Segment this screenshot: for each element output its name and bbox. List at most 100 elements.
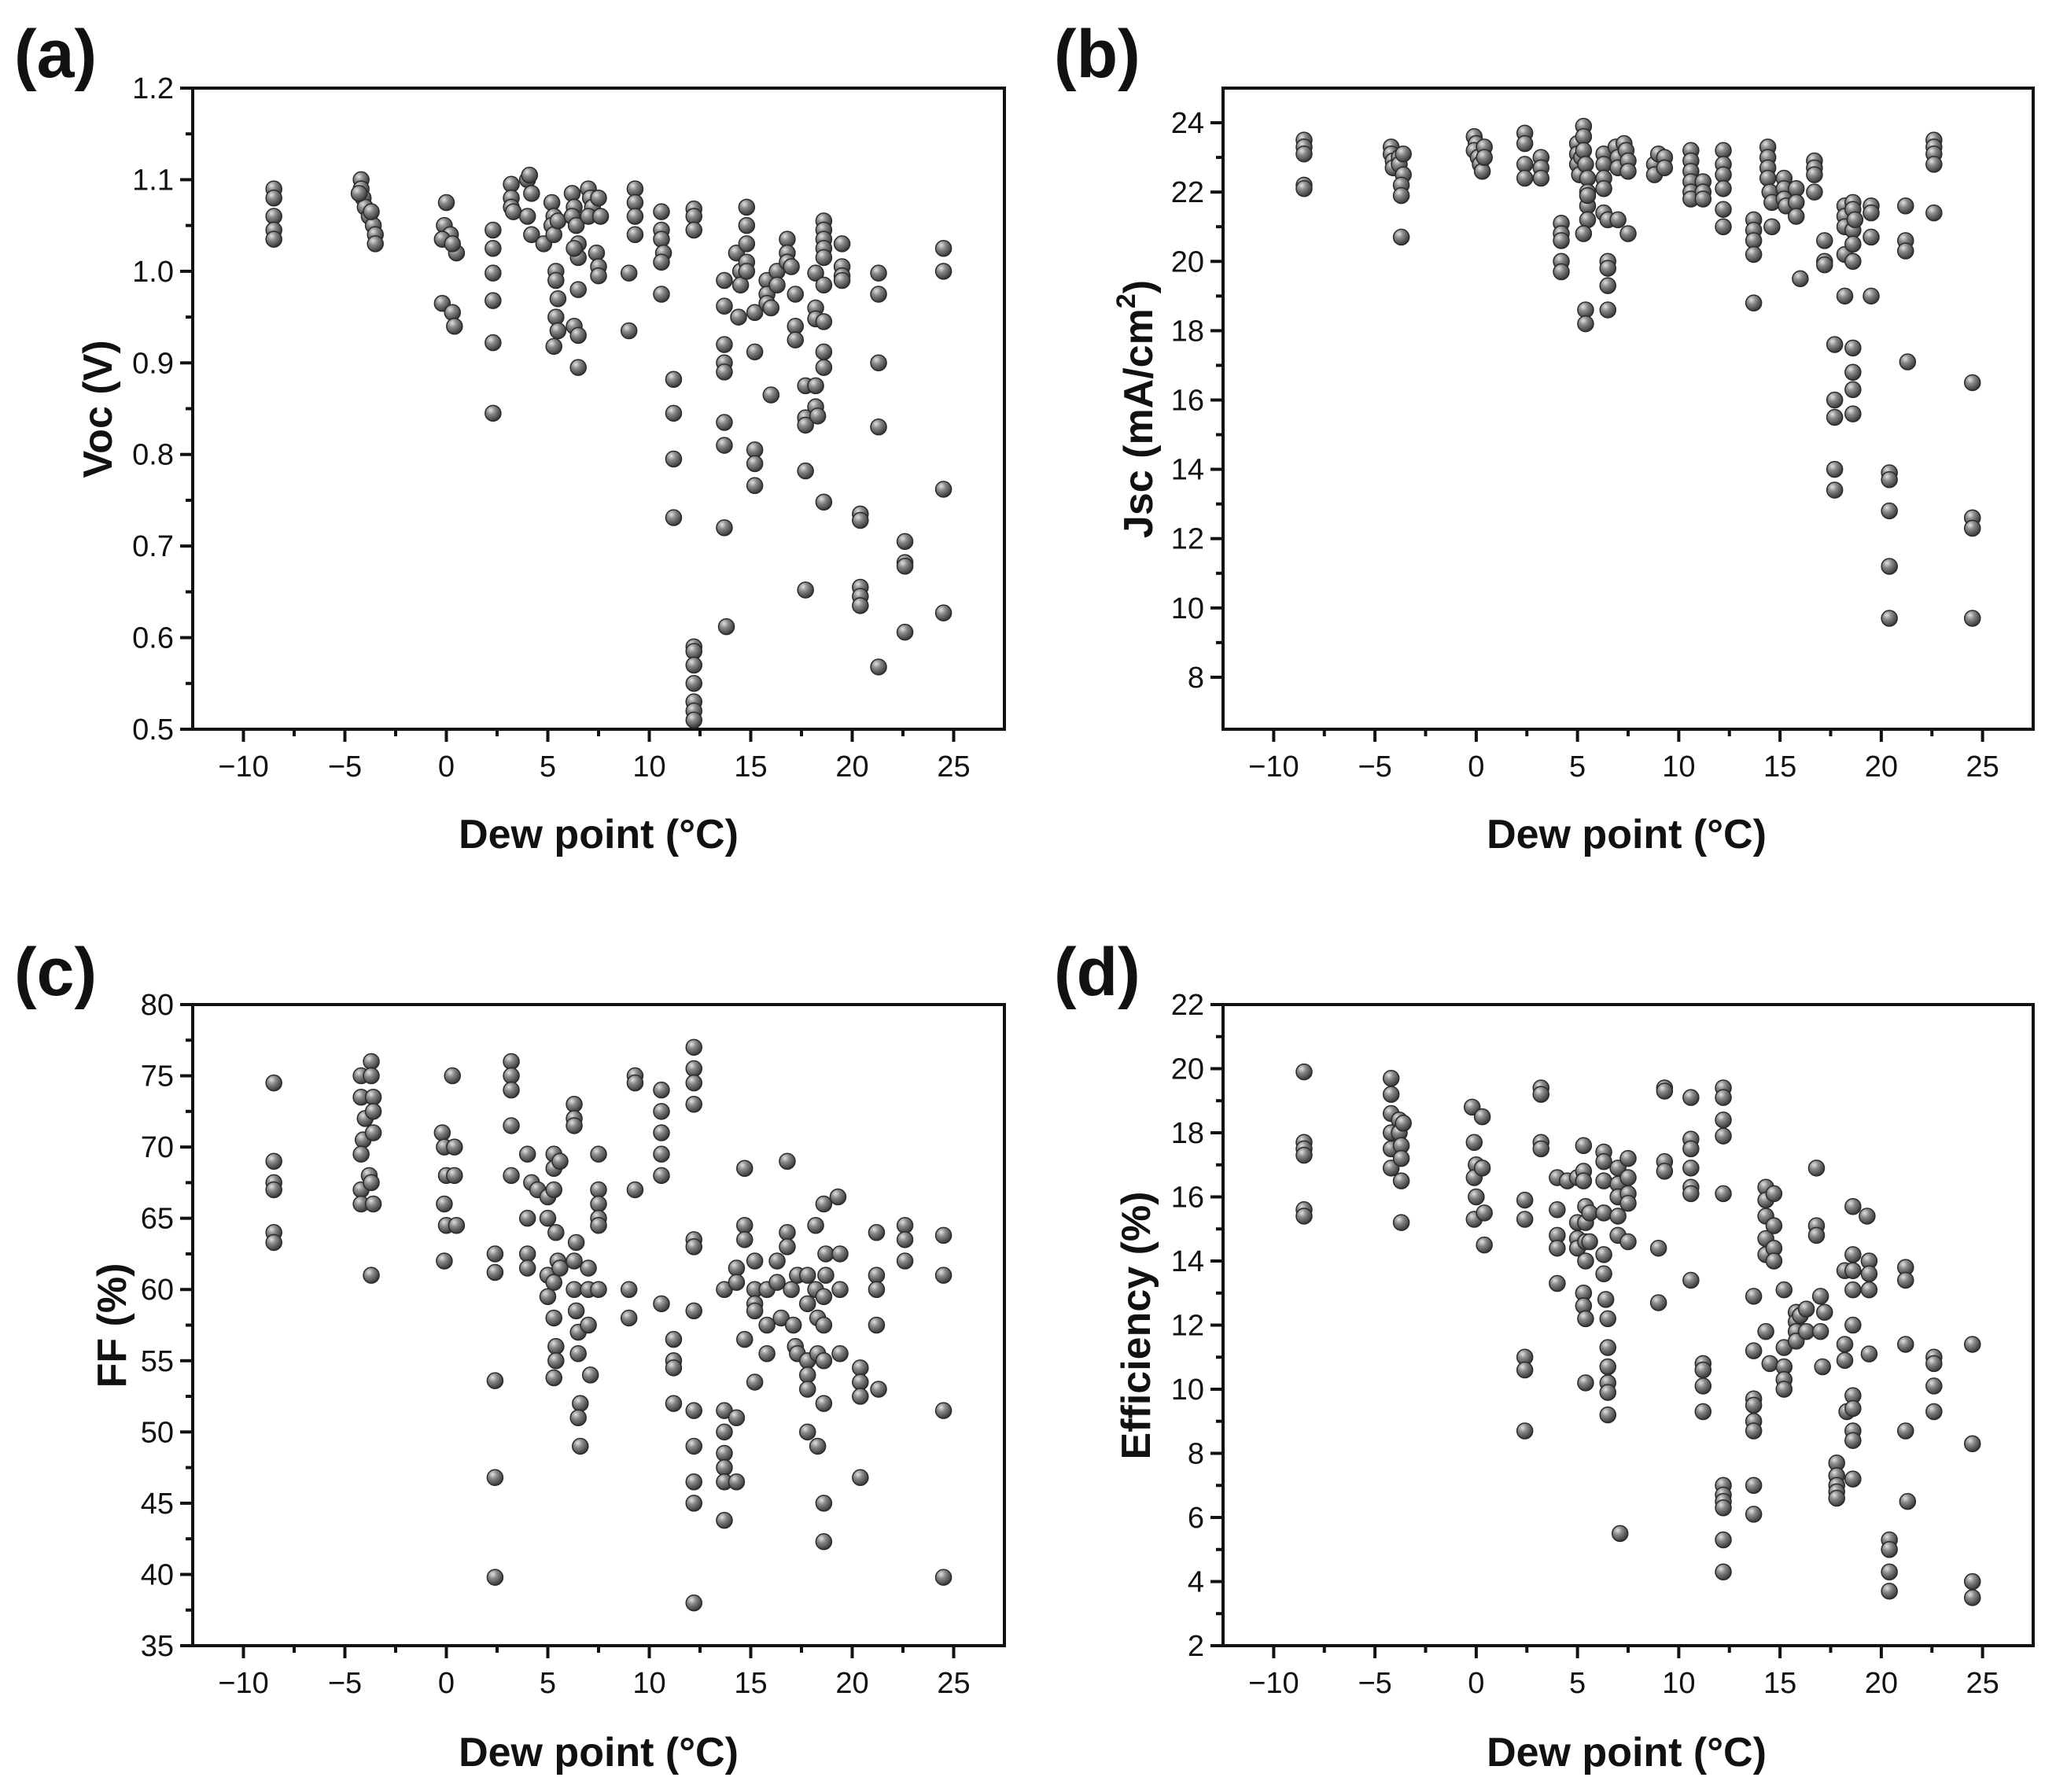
- panel-c-data-point: [716, 1458, 733, 1477]
- panel-d-data-point: [1860, 1281, 1878, 1299]
- panel-c-data-point: [503, 1067, 520, 1085]
- panel-c-data-point: [829, 1188, 847, 1206]
- panel-a-y-tick-label: 0.9: [132, 347, 174, 380]
- panel-a-data-point: [797, 581, 814, 599]
- panel-a-data-point: [543, 194, 561, 212]
- panel-d-data-point: [1797, 1322, 1815, 1340]
- panel-d-data-point: [1516, 1191, 1534, 1209]
- panel-c-data-point: [566, 1281, 583, 1298]
- panel-c-data-point: [758, 1344, 776, 1362]
- panel-d: (d) −10 −5 0 5 10 15 20 25 2 4 6 8 10 12 14 16 18 20 22 De…: [1054, 935, 2035, 1775]
- panel-b-data-point: [1816, 256, 1833, 274]
- panel-d-x-tick-label: −5: [1358, 1667, 1391, 1700]
- panel-d-data-point: [1694, 1403, 1712, 1421]
- panel-d-data-point: [1599, 1339, 1616, 1356]
- panel-b-data-point: [1656, 159, 1674, 177]
- panel-c-data-point: [728, 1274, 746, 1291]
- panel-d-data-point: [1516, 1211, 1534, 1228]
- panel-b-y-tick-label: 10: [1171, 592, 1204, 625]
- panel-b-data-point: [1964, 374, 1981, 392]
- panel-b-data-point: [1609, 211, 1627, 229]
- panel-b-y-tick-label: 22: [1171, 176, 1204, 209]
- panel-d-data-point: [1395, 1115, 1412, 1132]
- panel-c-x-axis-title: Dew point (°C): [459, 1730, 739, 1775]
- panel-a-data-point: [870, 264, 887, 282]
- panel-b-label: (b): [1054, 17, 1140, 92]
- panel-a-data-point: [746, 455, 764, 473]
- panel-a-label: (a): [14, 17, 97, 92]
- panel-c-data-point: [798, 1381, 816, 1398]
- panel-d-data-point: [1844, 1262, 1862, 1279]
- panel-b-data-point: [1473, 162, 1491, 180]
- panel-a-data-point: [485, 404, 502, 422]
- panel-b-data-point: [1806, 183, 1823, 201]
- panel-c-data-point: [798, 1366, 816, 1384]
- panel-c-x-tick-label: 25: [937, 1667, 970, 1700]
- panel-c-data-point: [569, 1409, 587, 1426]
- panel-d-data-point: [1392, 1214, 1410, 1231]
- panel-b-y-axis-title-suffix: ): [1116, 280, 1162, 293]
- panel-a-data-point: [620, 264, 638, 282]
- panel-a-data-point: [762, 299, 780, 317]
- panel-c-data-point: [547, 1352, 565, 1370]
- panel-c-data-point: [486, 1372, 504, 1389]
- panel-a-data-point: [569, 359, 587, 376]
- panel-d-data-point: [1859, 1208, 1876, 1225]
- panel-b-data-point: [1844, 381, 1862, 399]
- panel-d-plot-frame: [1221, 1003, 2035, 1647]
- panel-c-data-point: [817, 1267, 835, 1284]
- panel-c-data-point: [486, 1569, 504, 1586]
- panel-d-data-point: [1844, 1281, 1862, 1299]
- panel-d-y-tick-label: 16: [1171, 1182, 1204, 1215]
- panel-b-y-axis-title-main: Jsc (mA/cm: [1116, 308, 1162, 538]
- panel-c-data-point: [518, 1145, 536, 1163]
- panel-c-data-point: [934, 1226, 952, 1244]
- panel-b-data-point: [1925, 156, 1943, 173]
- panel-d-data-point: [1516, 1422, 1534, 1440]
- panel-d-y-tick-label: 20: [1171, 1053, 1204, 1086]
- panel-c-data-point: [503, 1081, 520, 1099]
- panel-b-y-tick-label: 20: [1171, 245, 1204, 278]
- panel-d-y-tick-label: 22: [1171, 989, 1204, 1022]
- panel-c-data-point: [809, 1437, 827, 1455]
- panel-a-data-point: [504, 203, 522, 220]
- panel-c-data-point: [783, 1281, 800, 1298]
- panel-b-data-point: [1595, 180, 1612, 197]
- panel-d-data-point: [1682, 1185, 1700, 1203]
- panel-a-data-point: [870, 658, 887, 676]
- panel-a-data-point: [738, 198, 756, 216]
- panel-d-data-point: [1745, 1396, 1763, 1414]
- panel-a-y-tick-label: 0.6: [132, 622, 174, 655]
- panel-c-data-point: [547, 1224, 565, 1241]
- panel-c-data-point: [567, 1302, 585, 1320]
- panel-a-y-tick-label: 0.8: [132, 439, 174, 472]
- panel-a-data-point: [716, 437, 733, 454]
- panel-c-data-point: [572, 1437, 589, 1455]
- panel-a-data-point: [444, 304, 461, 321]
- panel-c-data-point: [815, 1533, 833, 1550]
- panel-a-data-point: [934, 240, 952, 257]
- panel-c-data-point: [653, 1081, 670, 1099]
- panel-a-data-point: [815, 313, 833, 330]
- panel-b-data-point: [1392, 228, 1410, 246]
- panel-c-data-point: [815, 1495, 833, 1512]
- panel-a-data-point: [265, 230, 282, 248]
- panel-d-data-point: [1682, 1160, 1700, 1177]
- panel-a-x-tick-label: 25: [937, 750, 970, 784]
- panel-c-data-point: [685, 1473, 703, 1491]
- panel-b-data-point: [1694, 190, 1712, 208]
- panel-c-data-point: [364, 1088, 382, 1106]
- panel-a-data-point: [653, 253, 670, 271]
- panel-b-x-tick-label: 10: [1662, 750, 1695, 784]
- panel-b-x-tick-label: 20: [1865, 750, 1898, 784]
- panel-d-data-point: [1881, 1563, 1898, 1581]
- panel-c-data-point: [539, 1288, 557, 1306]
- panel-d-data-point: [1811, 1322, 1829, 1340]
- panel-c-data-point: [896, 1252, 914, 1270]
- panel-b-data-point: [1295, 145, 1313, 163]
- panel-c-y-tick-label: 35: [141, 1630, 174, 1663]
- panel-c-data-point: [518, 1209, 536, 1227]
- panel-c-data-point: [363, 1267, 380, 1284]
- panel-d-data-point: [1844, 1197, 1862, 1215]
